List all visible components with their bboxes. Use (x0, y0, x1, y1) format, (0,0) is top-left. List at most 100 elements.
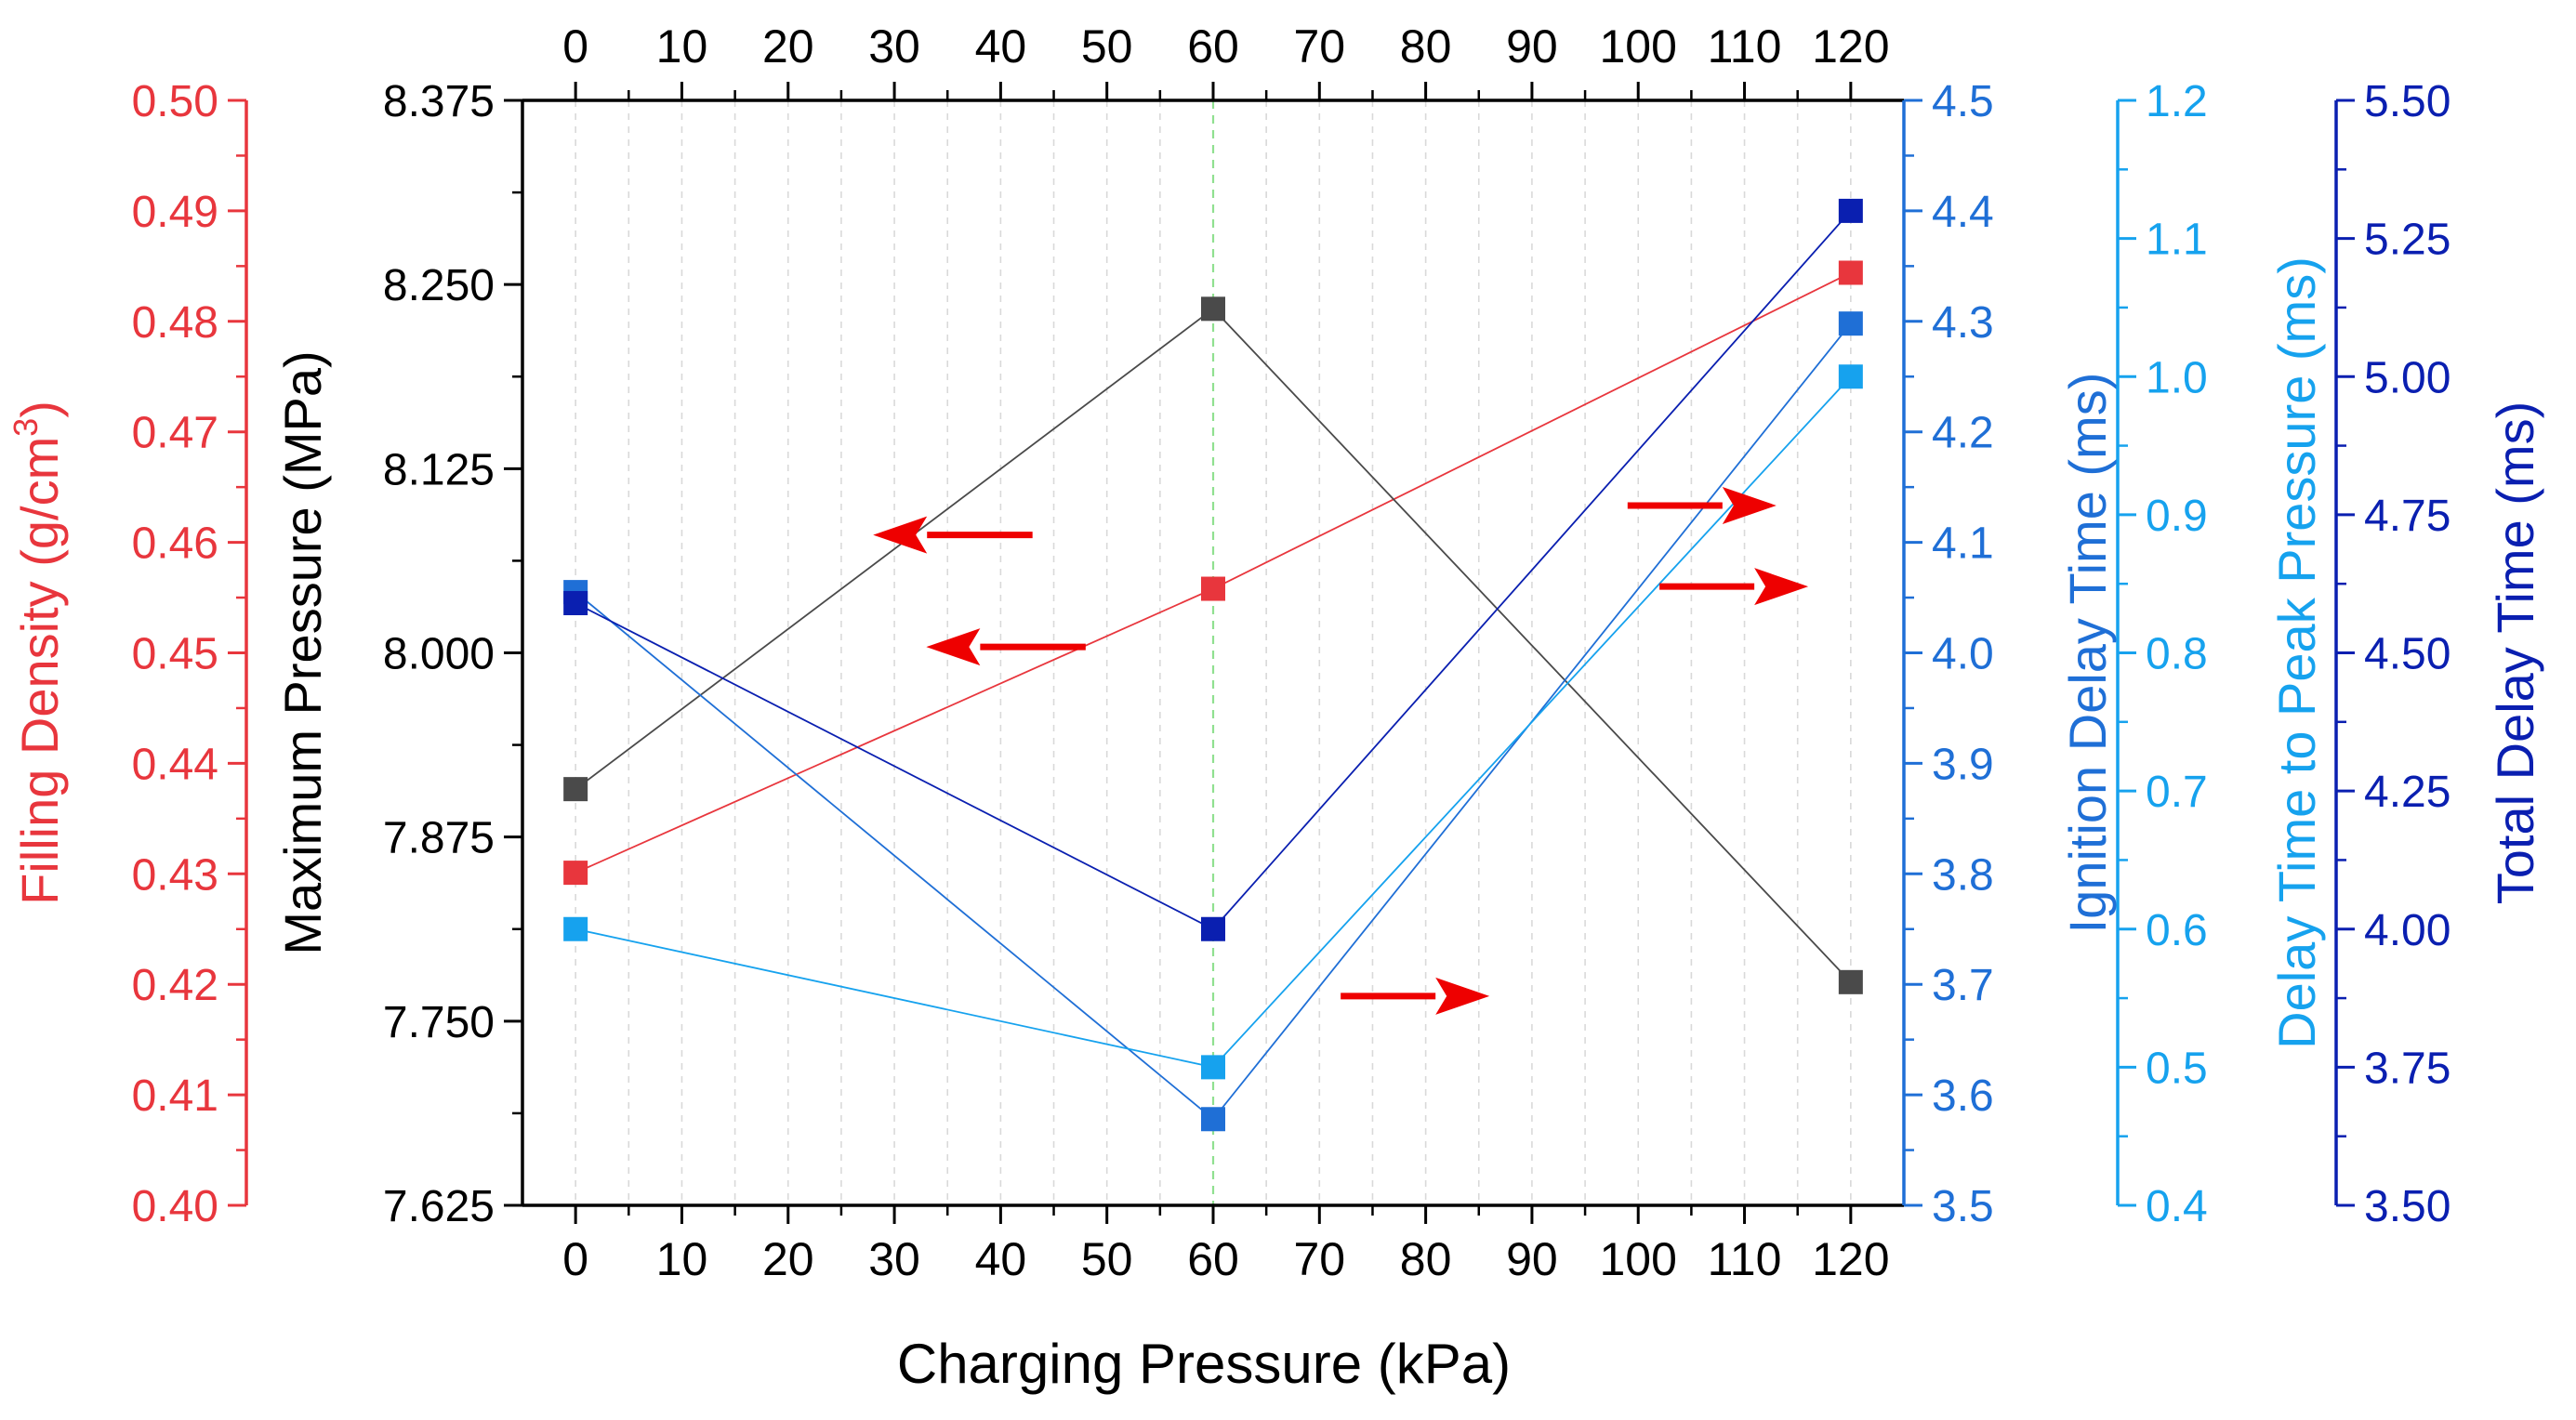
y-axis-title-tdt: Total Delay Time (ms) (2486, 401, 2544, 904)
y-tick-label: 3.6 (1932, 1072, 1994, 1121)
top-x-tick-label: 110 (1708, 20, 1782, 72)
series-line (575, 271, 1852, 874)
y-tick-label: 0.41 (132, 1072, 218, 1121)
grid-layer (575, 100, 1852, 1205)
top-x-tick-label: 70 (1293, 20, 1345, 72)
data-point (1838, 198, 1863, 223)
y-tick-label: 0.9 (2146, 492, 2208, 541)
arrow-right (1659, 568, 1809, 606)
x-tick-label: 100 (1600, 1233, 1677, 1285)
y-tick-label: 4.5 (1932, 77, 1994, 126)
data-point (1201, 1107, 1225, 1132)
y-tick-label: 8.250 (383, 261, 495, 310)
y-tick-label: 4.0 (1932, 630, 1994, 679)
x-tick-label: 30 (868, 1233, 920, 1285)
y-tick-label: 0.44 (132, 740, 218, 789)
y-tick-label: 0.40 (132, 1182, 218, 1231)
data-point (1838, 260, 1863, 285)
y-tick-label: 5.25 (2364, 216, 2451, 265)
y-tick-label: 0.48 (132, 298, 218, 348)
y-axis-idt: 3.5 3.6 3.7 3.8 3.9 4.0 4.1 4.2 4.3 4.4 4.5 (1902, 77, 1994, 1231)
series-markers (563, 198, 1863, 1132)
x-tick-label: 80 (1400, 1233, 1452, 1285)
y-tick-label: 8.375 (383, 77, 495, 126)
y-tick-label: 0.5 (2146, 1044, 2208, 1093)
x-tick-label: 20 (762, 1233, 814, 1285)
data-point (1201, 296, 1225, 322)
arrow-annotations (873, 486, 1809, 1015)
y-tick-label: 3.75 (2364, 1044, 2451, 1093)
data-point (563, 777, 588, 802)
top-x-tick-label: 20 (762, 20, 814, 72)
y-tick-label: 0.8 (2146, 630, 2208, 679)
y-tick-label: 8.000 (383, 630, 495, 679)
x-axis-title: Charging Pressure (kPa) (897, 1333, 1511, 1395)
arrow-right (1341, 977, 1490, 1015)
y-tick-label: 0.7 (2146, 768, 2208, 817)
y-tick-label: 4.50 (2364, 630, 2451, 679)
y-tick-label: 0.49 (132, 188, 218, 237)
y-tick-label: 8.125 (383, 445, 495, 494)
x-tick-label: 90 (1506, 1233, 1558, 1285)
y-axis-mp: 7.625 7.750 7.875 8.000 8.125 8.250 8.375 (383, 77, 524, 1231)
top-x-tick-label: 60 (1187, 20, 1239, 72)
y-axis-title-mp: Maximum Pressure (MPa) (273, 350, 332, 954)
y-axis-fd: 0.40 0.41 0.42 0.43 0.44 0.45 0.46 0.47 0.48 0.49… (132, 77, 248, 1231)
y-tick-label: 0.45 (132, 630, 218, 679)
y-tick-label: 4.25 (2364, 768, 2451, 817)
top-x-tick-label: 50 (1081, 20, 1133, 72)
data-point (563, 861, 588, 886)
top-x-tick-label: 40 (975, 20, 1027, 72)
y-tick-label: 7.750 (383, 998, 495, 1047)
top-x-tick-label: 90 (1506, 20, 1558, 72)
data-point (1838, 969, 1863, 994)
y-tick-label: 4.75 (2364, 492, 2451, 541)
y-tick-label: 0.47 (132, 409, 218, 458)
y-tick-label: 3.9 (1932, 740, 1994, 789)
x-tick-label: 0 (562, 1233, 588, 1285)
arrow-right (1627, 486, 1777, 524)
data-point (563, 916, 588, 941)
data-point (1201, 1055, 1225, 1080)
data-point (563, 590, 588, 615)
y-tick-label: 0.46 (132, 519, 218, 569)
y-tick-label: 7.625 (383, 1182, 495, 1231)
y-tick-label: 1.2 (2146, 77, 2208, 126)
top-x-tick-label: 0 (562, 20, 588, 72)
y-tick-label: 4.1 (1932, 519, 1994, 569)
y-tick-label: 3.8 (1932, 850, 1994, 900)
y-tick-label: 4.00 (2364, 906, 2451, 955)
y-tick-label: 3.5 (1932, 1182, 1994, 1231)
y-tick-label: 1.0 (2146, 353, 2208, 402)
top-x-tick-label: 80 (1400, 20, 1452, 72)
top-x-tick-label: 120 (1812, 20, 1889, 72)
data-point (1201, 576, 1225, 601)
y-tick-label: 3.50 (2364, 1182, 2451, 1231)
top-x-tick-label: 30 (868, 20, 920, 72)
axis-labels: Charging Pressure (kPa) Filling Density … (7, 256, 2544, 1395)
arrow-left (926, 628, 1086, 666)
y-axis-dtp: 0.4 0.5 0.6 0.7 0.8 0.9 1.0 1.1 1.2 (2116, 77, 2208, 1231)
x-tick-label: 70 (1293, 1233, 1345, 1285)
top-x-tick-label: 100 (1600, 20, 1677, 72)
x-tick-label: 60 (1187, 1233, 1239, 1285)
y-tick-label: 4.4 (1932, 188, 1994, 237)
y-tick-label: 4.2 (1932, 409, 1994, 458)
y-axis-tdt: 3.50 3.75 4.00 4.25 4.50 4.75 5.00 5.25 5.50 (2334, 77, 2451, 1231)
y-tick-label: 0.4 (2146, 1182, 2208, 1231)
y-tick-label: 0.6 (2146, 906, 2208, 955)
y-axis-title-idt: Ignition Delay Time (ms) (2058, 373, 2117, 934)
x-tick-label: 50 (1081, 1233, 1133, 1285)
y-tick-label: 0.42 (132, 961, 218, 1010)
y-tick-label: 7.875 (383, 814, 495, 863)
axes-layer: 0 10 20 30 40 50 60 70 80 90 100 110 120 0 10 20 30 40 50 6… (132, 20, 2451, 1285)
data-point (1838, 311, 1863, 336)
y-tick-label: 5.50 (2364, 77, 2451, 126)
y-axis-title-fd: Filling Density (g/cm3) (7, 401, 69, 905)
x-tick-label: 10 (656, 1233, 708, 1285)
x-tick-label: 40 (975, 1233, 1027, 1285)
y-tick-label: 0.50 (132, 77, 218, 126)
x-tick-label: 110 (1708, 1233, 1782, 1285)
y-tick-label: 5.00 (2364, 353, 2451, 402)
